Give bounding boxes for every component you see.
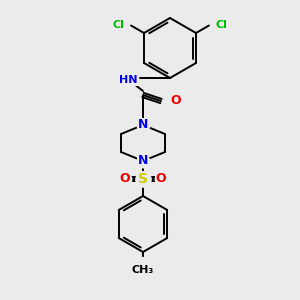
Text: O: O xyxy=(170,94,181,107)
Text: HN: HN xyxy=(119,75,137,85)
Text: S: S xyxy=(138,172,148,186)
Text: CH₃: CH₃ xyxy=(132,265,154,275)
Text: O: O xyxy=(120,172,130,185)
Text: O: O xyxy=(156,172,166,185)
Text: N: N xyxy=(138,118,148,131)
Text: N: N xyxy=(138,154,148,167)
Text: Cl: Cl xyxy=(216,20,228,31)
Text: Cl: Cl xyxy=(112,20,124,31)
